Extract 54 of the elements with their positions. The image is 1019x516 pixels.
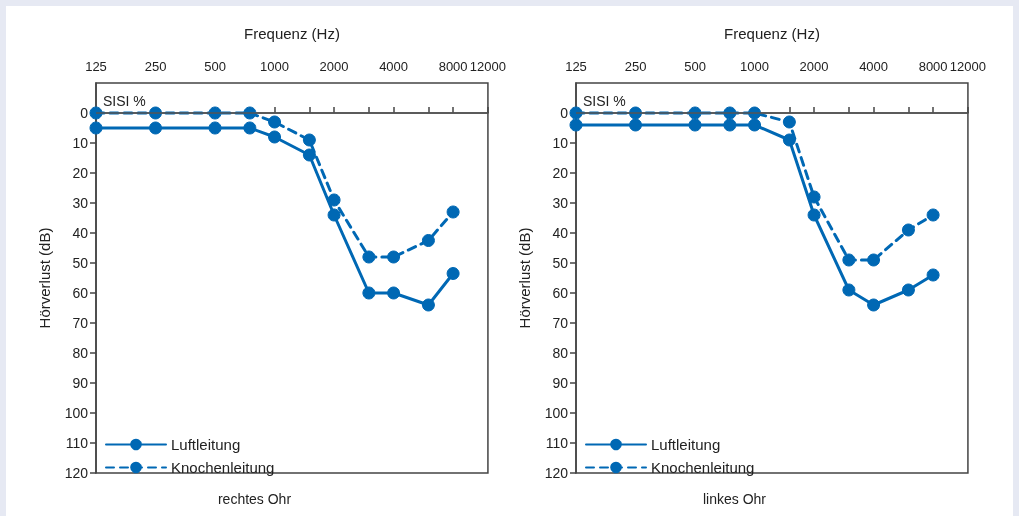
x-tick-label: 500 — [204, 59, 226, 74]
x-tick-label: 2000 — [319, 59, 349, 74]
y-tick-label: 100 — [544, 405, 569, 421]
y-tick-label: 70 — [552, 315, 569, 331]
x-tick-label: 1000 — [740, 59, 770, 74]
y-tick-label: 10 — [72, 135, 89, 151]
x-tick-label: 4000 — [379, 59, 409, 74]
x-axis-title: Frequenz (Hz) — [244, 25, 340, 42]
y-tick-label: 110 — [545, 435, 569, 451]
x-tick-label: 12000 — [469, 59, 506, 74]
x-tick-label: 8000 — [438, 59, 468, 74]
text: linkes Ohr — [702, 491, 767, 507]
y-tick-label: 120 — [544, 465, 569, 481]
y-tick-label: 120 — [64, 465, 89, 481]
legend-label: Knochenleitung — [651, 459, 755, 476]
y-tick-label: 70 — [72, 315, 89, 331]
y-tick-label: 110 — [65, 435, 89, 451]
y-tick-label: 90 — [72, 375, 89, 391]
y-tick-label: 80 — [552, 345, 569, 361]
y-tick-label: 30 — [72, 195, 89, 211]
y-tick-label: 10 — [552, 135, 569, 151]
x-tick-label: 250 — [624, 59, 647, 74]
y-tick-label: 90 — [552, 375, 569, 391]
y-tick-label: 60 — [552, 285, 569, 301]
y-tick-label: 60 — [72, 285, 89, 301]
y-tick-label: 50 — [552, 255, 569, 271]
y-tick-label: 20 — [552, 165, 569, 181]
y-axis-title: Hörverlust (dB) — [36, 227, 53, 329]
x-tick-label: 500 — [684, 59, 706, 74]
x-tick-label: 12000 — [949, 59, 986, 74]
y-tick-label: 50 — [72, 255, 89, 271]
x-axis-title: Frequenz (Hz) — [724, 25, 820, 42]
y-tick-label: 40 — [552, 225, 569, 241]
y-tick-label: 20 — [72, 165, 89, 181]
y-tick-label: 40 — [72, 225, 89, 241]
text: rechtes Ohr — [217, 491, 292, 507]
x-tick-label: 2000 — [799, 59, 829, 74]
x-tick-label: 1000 — [260, 59, 290, 74]
x-tick-label: 125 — [85, 59, 107, 74]
y-tick-label: 0 — [560, 105, 569, 121]
x-tick-label: 250 — [144, 59, 167, 74]
y-tick-label: 80 — [72, 345, 89, 361]
annotation: SISI % — [103, 93, 146, 109]
legend-label: Luftleitung — [171, 436, 241, 453]
y-tick-label: 100 — [64, 405, 89, 421]
annotation: SISI % — [583, 93, 626, 109]
y-tick-label: 0 — [80, 105, 89, 121]
x-tick-label: 8000 — [918, 59, 948, 74]
y-tick-label: 30 — [552, 195, 569, 211]
x-tick-label: 4000 — [859, 59, 889, 74]
legend-label: Luftleitung — [651, 436, 721, 453]
legend-label: Knochenleitung — [171, 459, 275, 476]
y-axis-title: Hörverlust (dB) — [516, 227, 533, 329]
x-tick-label: 125 — [565, 59, 587, 74]
